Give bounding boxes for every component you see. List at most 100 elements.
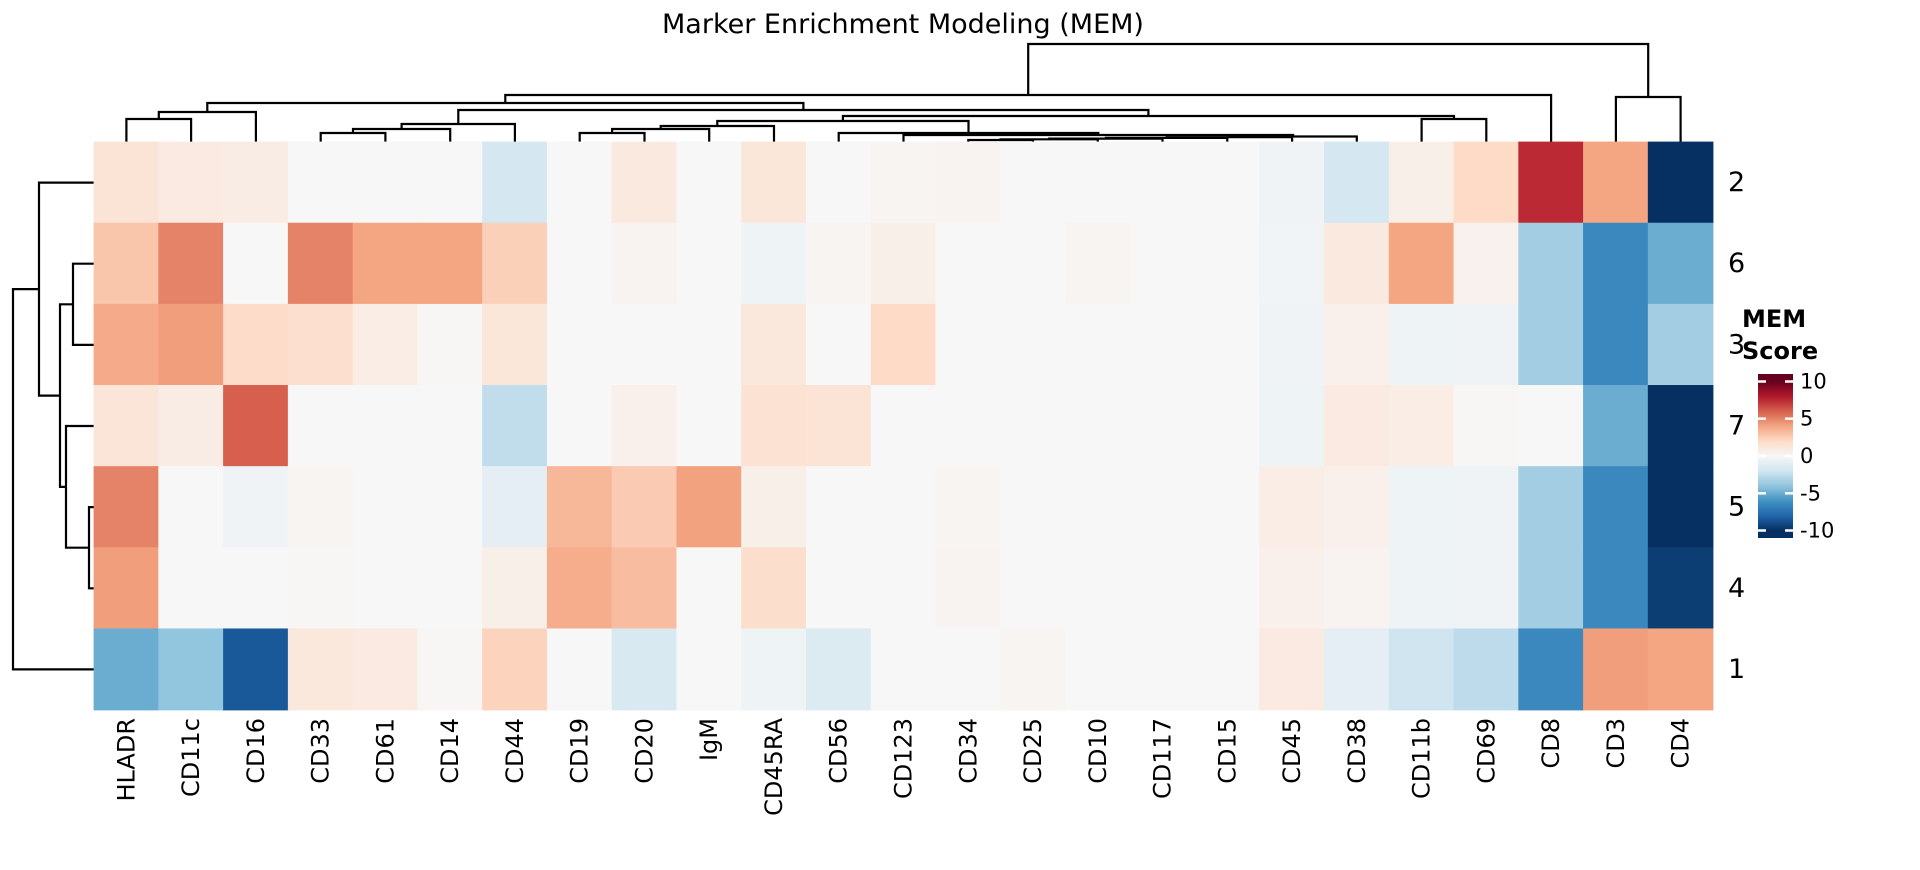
column-label: CD15	[1213, 718, 1241, 784]
heatmap-cell	[1583, 222, 1649, 305]
heatmap-cell	[1194, 303, 1261, 386]
heatmap-cell	[805, 303, 872, 386]
row-labels: 2 6 3 7 5 4 1	[1728, 167, 1745, 685]
column-label: CD123	[890, 718, 918, 799]
heatmap-cell	[1324, 141, 1390, 224]
heatmap-cell	[1000, 466, 1066, 549]
heatmap-cell	[1000, 385, 1066, 467]
heatmap-cell	[1583, 628, 1649, 711]
heatmap-cell	[1518, 547, 1584, 630]
heatmap-cell	[93, 141, 160, 224]
column-label: CD56	[825, 718, 853, 784]
column-label: IgM	[695, 718, 723, 761]
heatmap-cell	[741, 222, 807, 305]
heatmap-cell	[1583, 303, 1649, 386]
column-dendrogram-link	[611, 127, 711, 142]
heatmap-cell	[1647, 385, 1714, 467]
heatmap-cell	[1453, 385, 1520, 467]
column-dendrogram-link	[157, 110, 257, 142]
heatmap-cell	[1388, 547, 1455, 630]
colorbar-tick-label: 0	[1800, 444, 1813, 468]
heatmap-cell	[223, 385, 289, 467]
heatmap-cell	[158, 141, 224, 224]
heatmap-cell	[870, 385, 937, 467]
row-label: 4	[1728, 573, 1745, 604]
heatmap-cell	[546, 141, 613, 224]
heatmap-cell	[546, 222, 613, 305]
heatmap-cell	[1129, 628, 1196, 711]
heatmap-cell	[676, 466, 742, 549]
heatmap-cell	[158, 222, 224, 305]
heatmap-cell	[935, 466, 1002, 549]
column-label: CD14	[436, 718, 464, 784]
heatmap-cell	[1518, 628, 1584, 711]
heatmap-cell	[1583, 547, 1649, 630]
heatmap-cell	[93, 628, 160, 711]
heatmap-cell	[676, 547, 742, 630]
column-label: CD25	[1019, 718, 1047, 784]
heatmap-cell	[676, 385, 742, 467]
heatmap-cell	[1453, 628, 1520, 711]
column-dendrogram-link	[351, 127, 452, 142]
heatmap-cell	[1647, 141, 1714, 224]
heatmap-cell	[1065, 547, 1131, 630]
heatmap-cell	[1388, 628, 1455, 711]
heatmap-cell	[352, 628, 419, 711]
colorbar-ticks: 10 5 0 -5 -10	[1758, 370, 1834, 543]
heatmap-cell	[741, 547, 807, 630]
column-label: CD61	[371, 718, 399, 784]
row-dendrogram-link	[37, 181, 94, 397]
row-dendrogram-link	[71, 262, 94, 346]
column-label: HLADR	[112, 718, 140, 802]
heatmap-cell	[741, 466, 807, 549]
heatmap-cell	[482, 222, 548, 305]
column-dendrogram-link	[1420, 117, 1488, 142]
column-dendrogram-link	[578, 131, 646, 142]
row-label: 3	[1728, 329, 1745, 360]
heatmap-cell	[611, 141, 678, 224]
column-dendrogram-link	[400, 122, 516, 142]
legend-title-line1: MEM	[1742, 305, 1806, 333]
heatmap-cell	[352, 141, 419, 224]
column-label: CD45RA	[760, 717, 788, 815]
heatmap-cell	[935, 628, 1002, 711]
column-dendrogram-link	[1104, 136, 1229, 142]
column-label: CD34	[954, 718, 982, 784]
heatmap-cell	[1324, 303, 1390, 386]
heatmap-cell	[741, 628, 807, 711]
heatmap-cell	[1129, 466, 1196, 549]
column-label: CD10	[1084, 718, 1112, 784]
heatmap-cell	[870, 303, 937, 386]
column-dendrogram-link	[125, 117, 193, 142]
heatmap-cell	[1518, 466, 1584, 549]
heatmap-cell	[223, 222, 289, 305]
column-label: CD44	[501, 718, 529, 784]
heatmap-cell	[741, 385, 807, 467]
column-label: CD11c	[177, 718, 205, 797]
heatmap-cell	[1453, 547, 1520, 630]
heatmap-cell	[1065, 385, 1131, 467]
heatmap-cell	[1000, 547, 1066, 630]
heatmap-cell	[1129, 547, 1196, 630]
heatmap-cell	[287, 385, 354, 467]
heatmap-cell	[352, 547, 419, 630]
heatmap-cell	[287, 466, 354, 549]
heatmap-cell	[93, 385, 160, 467]
heatmap-cell	[870, 628, 937, 711]
heatmap-cell	[1453, 466, 1520, 549]
heatmap-cell	[1583, 141, 1649, 224]
row-label: 6	[1728, 248, 1745, 279]
heatmap-cell	[676, 141, 742, 224]
row-label: 5	[1728, 492, 1745, 523]
heatmap-cell	[1194, 385, 1261, 467]
heatmap-cell	[352, 303, 419, 386]
colorbar-legend: MEM Score 10 5 0 -5 -10	[1742, 305, 1834, 543]
heatmap-cell	[1647, 628, 1714, 711]
heatmap-cell	[223, 141, 289, 224]
heatmap-cell	[287, 547, 354, 630]
heatmap-cell	[1259, 222, 1325, 305]
heatmap-cell	[676, 628, 742, 711]
heatmap-cell	[611, 222, 678, 305]
heatmap-cell	[676, 222, 742, 305]
column-label: CD8	[1537, 718, 1565, 769]
